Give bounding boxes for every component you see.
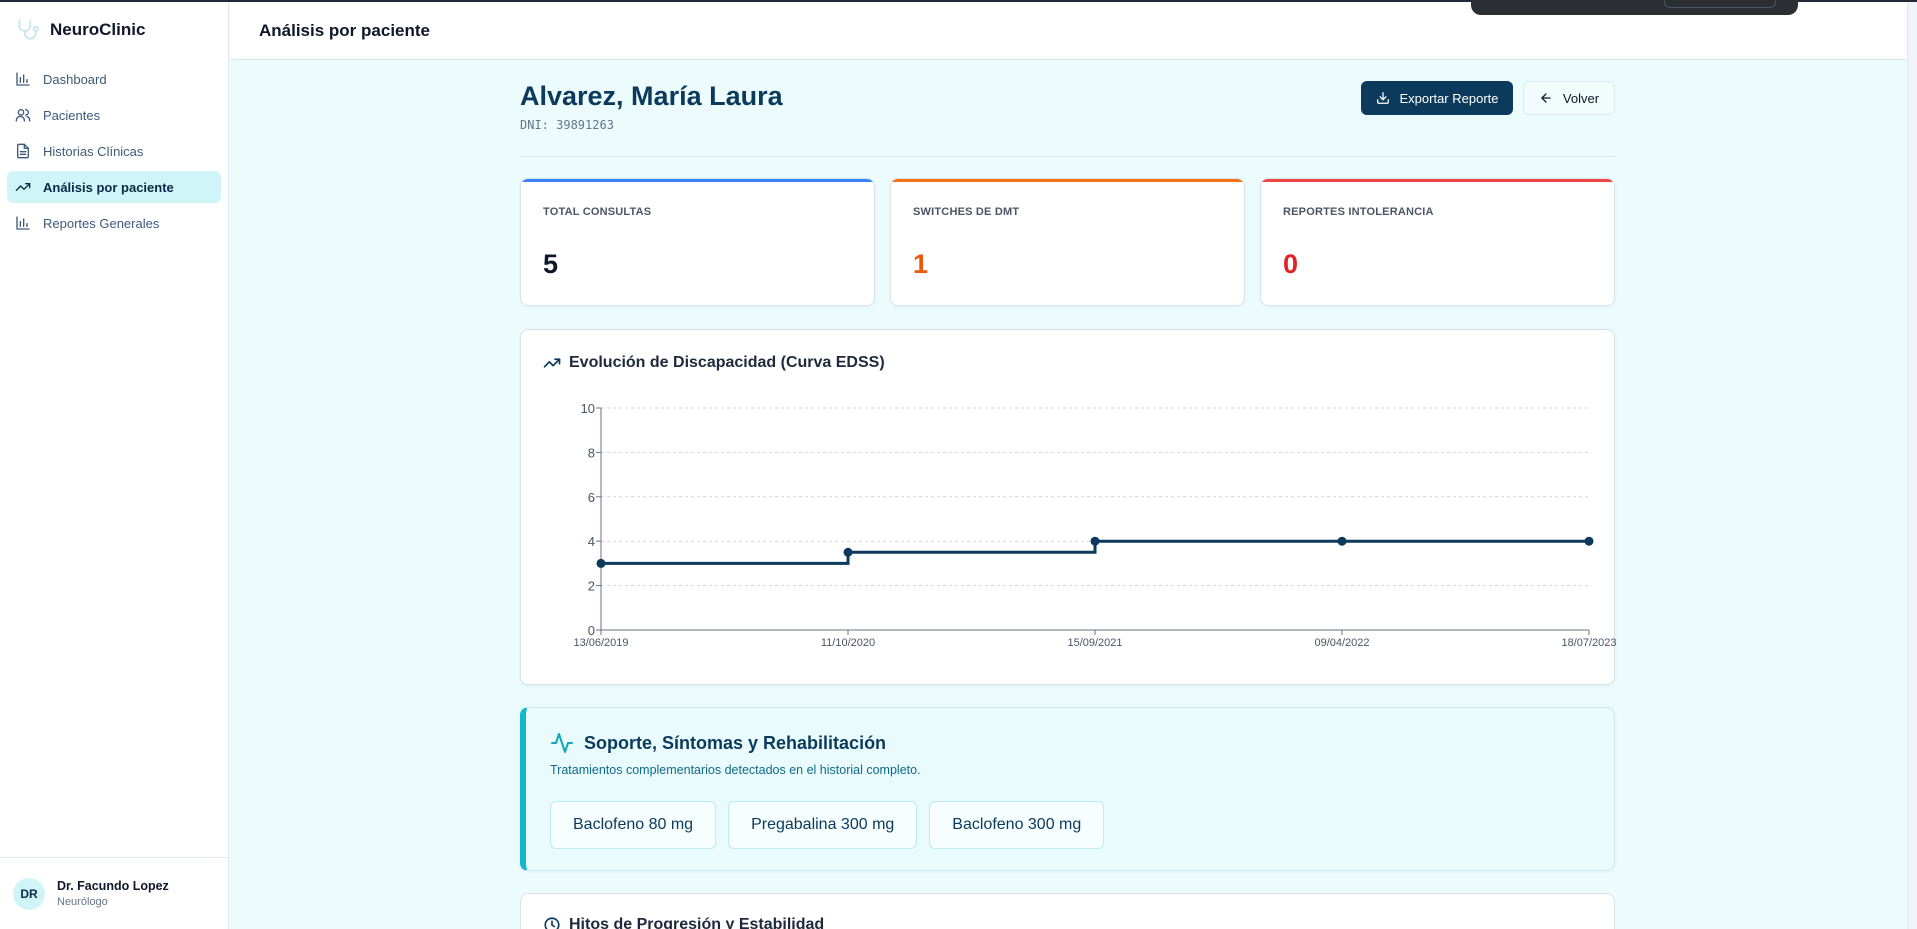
sidebar-item-analisis[interactable]: Análisis por paciente	[7, 171, 221, 203]
sidebar-item-pacientes[interactable]: Pacientes	[7, 99, 221, 131]
edss-chart-card: Evolución de Discapacidad (Curva EDSS) 0…	[520, 329, 1616, 685]
chart-data-point	[1584, 536, 1594, 546]
arrow-left-icon	[1541, 93, 1551, 103]
sidebar-item-label: Pacientes	[43, 107, 101, 123]
treatment-chips: Baclofeno 80 mg Pregabalina 300 mg Baclo…	[550, 801, 1105, 849]
back-label: Volver	[1562, 90, 1600, 106]
hitos-card: Hitos de Progresión y Estabilidad	[520, 893, 1615, 929]
chart-title: Evolución de Discapacidad (Curva EDSS)	[543, 354, 885, 372]
patient-header: Alvarez, María Laura DNI: 39891263 Expor…	[520, 61, 1615, 157]
chart-y-tick-label: 6	[588, 490, 595, 505]
sidebar-nav: Dashboard Pacientes Historias Clínicas A…	[0, 57, 228, 249]
treatment-chip: Pregabalina 300 mg	[728, 801, 918, 849]
chart-x-tick-label: 11/10/2020	[821, 637, 875, 649]
chart-x-tick-label: 09/04/2022	[1314, 637, 1369, 649]
stat-value: 5	[543, 249, 559, 279]
sidebar-item-reportes[interactable]: Reportes Generales	[7, 207, 221, 239]
stat-card-reportes-intolerancia: REPORTES INTOLERANCIA 0	[1260, 178, 1615, 306]
floating-toolbar[interactable]	[1471, 0, 1798, 15]
users-icon	[15, 109, 31, 122]
hitos-title-text: Hitos de Progresión y Estabilidad	[569, 916, 825, 929]
trending-up-icon	[15, 183, 31, 191]
stat-label: TOTAL CONSULTAS	[543, 206, 652, 218]
chart-x-tick-label: 13/06/2019	[573, 637, 628, 649]
chart-x-tick-label: 18/07/2023	[1561, 637, 1616, 649]
page-scrollbar[interactable]	[1907, 2, 1917, 929]
support-title-text: Soporte, Síntomas y Rehabilitación	[584, 732, 887, 753]
download-icon	[1376, 92, 1389, 104]
bar-chart-icon	[16, 72, 30, 86]
stat-label: SWITCHES DE DMT	[913, 206, 1020, 218]
chart-y-tick-label: 2	[588, 579, 595, 594]
activity-icon	[551, 733, 573, 753]
avatar: DR	[13, 877, 45, 910]
chart-x-tick-label: 15/09/2021	[1067, 637, 1122, 649]
bar-chart-icon	[16, 216, 30, 230]
chart-y-tick-label: 8	[588, 445, 595, 460]
chart-title-text: Evolución de Discapacidad (Curva EDSS)	[569, 354, 885, 371]
main-content: Alvarez, María Laura DNI: 39891263 Expor…	[230, 61, 1907, 929]
stat-accent-bar	[891, 179, 1244, 182]
back-button[interactable]: Volver	[1523, 81, 1615, 115]
stats-row: TOTAL CONSULTAS 5 SWITCHES DE DMT 1 REPO…	[520, 178, 1615, 306]
stat-accent-bar	[521, 179, 874, 182]
stat-card-switches-dmt: SWITCHES DE DMT 1	[890, 178, 1245, 306]
hitos-title: Hitos de Progresión y Estabilidad	[543, 916, 824, 929]
support-subtitle: Tratamientos complementarios detectados …	[550, 763, 921, 777]
sidebar-item-label: Análisis por paciente	[43, 179, 174, 195]
treatment-chip: Baclofeno 300 mg	[929, 801, 1105, 849]
brand-name: NeuroClinic	[50, 19, 146, 39]
sidebar-item-historias[interactable]: Historias Clínicas	[7, 135, 221, 167]
file-text-icon	[17, 143, 29, 159]
sidebar: NeuroClinic Dashboard Pacientes Historia…	[0, 2, 229, 929]
stat-accent-bar	[1261, 179, 1614, 182]
chart-data-point	[1090, 536, 1100, 546]
user-role: Neurólogo	[57, 896, 108, 908]
support-title: Soporte, Síntomas y Rehabilitación	[550, 731, 886, 755]
chart-data-point	[596, 558, 606, 568]
export-report-button[interactable]: Exportar Reporte	[1361, 81, 1513, 115]
chart-y-tick-label: 10	[581, 401, 595, 416]
trending-up-icon	[543, 358, 561, 368]
sidebar-item-label: Dashboard	[43, 71, 107, 87]
chart-y-tick-label: 0	[588, 623, 595, 638]
user-name: Dr. Facundo Lopez	[57, 879, 169, 893]
sidebar-item-label: Reportes Generales	[43, 215, 160, 231]
support-card: Soporte, Síntomas y Rehabilitación Trata…	[520, 707, 1615, 871]
stat-value: 1	[913, 249, 929, 279]
stat-card-total-consultas: TOTAL CONSULTAS 5	[520, 178, 875, 306]
stat-value: 0	[1283, 249, 1299, 279]
patient-analysis: Alvarez, María Laura DNI: 39891263 Expor…	[520, 61, 1616, 929]
user-profile[interactable]: DR Dr. Facundo Lopez Neurólogo	[0, 857, 228, 929]
chart-data-point	[843, 547, 853, 557]
clock-icon	[544, 917, 560, 929]
window-top-edge	[0, 0, 1917, 2]
export-report-label: Exportar Reporte	[1399, 90, 1499, 106]
sidebar-item-dashboard[interactable]: Dashboard	[7, 63, 221, 95]
patient-name: Alvarez, María Laura	[520, 81, 783, 111]
page-title: Análisis por paciente	[259, 20, 430, 40]
stat-label: REPORTES INTOLERANCIA	[1283, 206, 1434, 218]
edss-chart: 0 2 4 6 8 10 13/06/2019 11/10/2020 15/09/2021 09/…	[573, 401, 1616, 649]
treatment-chip: Baclofeno 80 mg	[550, 801, 717, 849]
chart-data-point	[1337, 536, 1347, 546]
patient-dni: DNI: 39891263	[520, 118, 614, 132]
brand[interactable]: NeuroClinic	[0, 2, 228, 57]
sidebar-item-label: Historias Clínicas	[43, 143, 144, 159]
chart-y-tick-label: 4	[588, 534, 595, 549]
stethoscope-icon	[18, 18, 39, 40]
floating-toolbar-button[interactable]	[1664, 0, 1776, 8]
